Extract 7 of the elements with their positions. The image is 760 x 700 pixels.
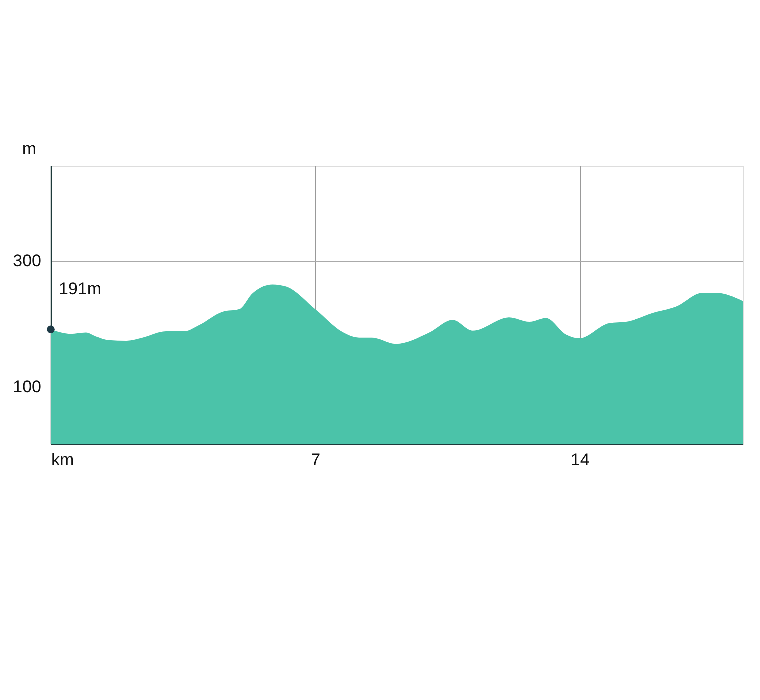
annotation: 191m [59, 280, 102, 299]
y-tick-label: 100 [13, 378, 42, 397]
x-tick-label: 7 [311, 450, 321, 470]
y-axis-title: m [22, 140, 37, 158]
x-tick-label: 14 [570, 450, 590, 470]
x-tick-label: km [52, 450, 74, 470]
y-tick-label: 300 [13, 251, 42, 270]
